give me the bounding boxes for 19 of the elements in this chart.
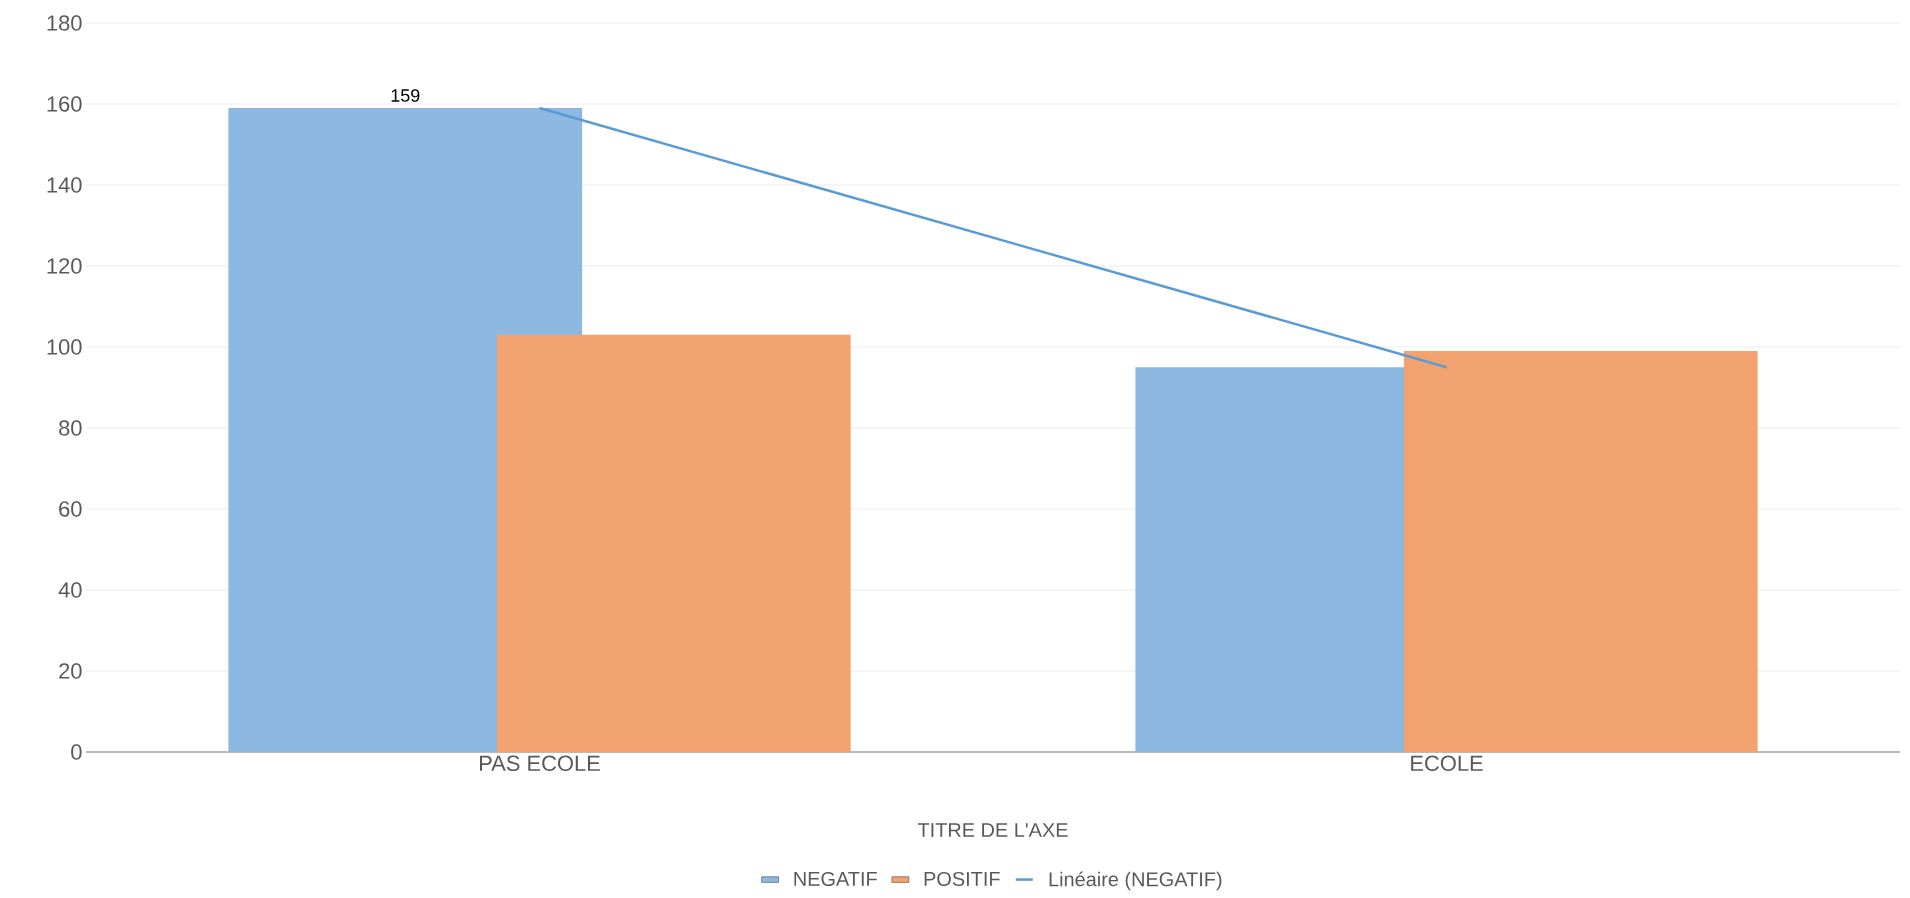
y-tick-label: 40 (58, 582, 82, 598)
y-tick-label: 60 (59, 501, 82, 517)
bar (496, 334, 851, 752)
y-tick-label: 160 (47, 96, 82, 112)
y-tick-label: 80 (59, 420, 82, 436)
x-tick-label: PAS ECOLE (479, 755, 600, 772)
x-axis-title: TITRE DE L'AXE (917, 823, 1068, 837)
x-tick-label: ECOLE (1411, 755, 1483, 772)
legend-label: Linéaire (NEGATIF) (1049, 871, 1222, 891)
y-tick-label: 0 (71, 744, 82, 760)
bar (1403, 351, 1758, 752)
y-tick-label: 180 (47, 15, 82, 31)
data-label: 159 (391, 89, 420, 102)
y-tick-label: 100 (47, 339, 82, 355)
y-tick-label: 120 (47, 258, 82, 274)
y-tick-label: 140 (47, 177, 82, 193)
legend-label: NEGATIF (794, 871, 877, 886)
legend-label: POSITIF (924, 871, 1000, 886)
y-tick-label: 20 (59, 663, 82, 679)
